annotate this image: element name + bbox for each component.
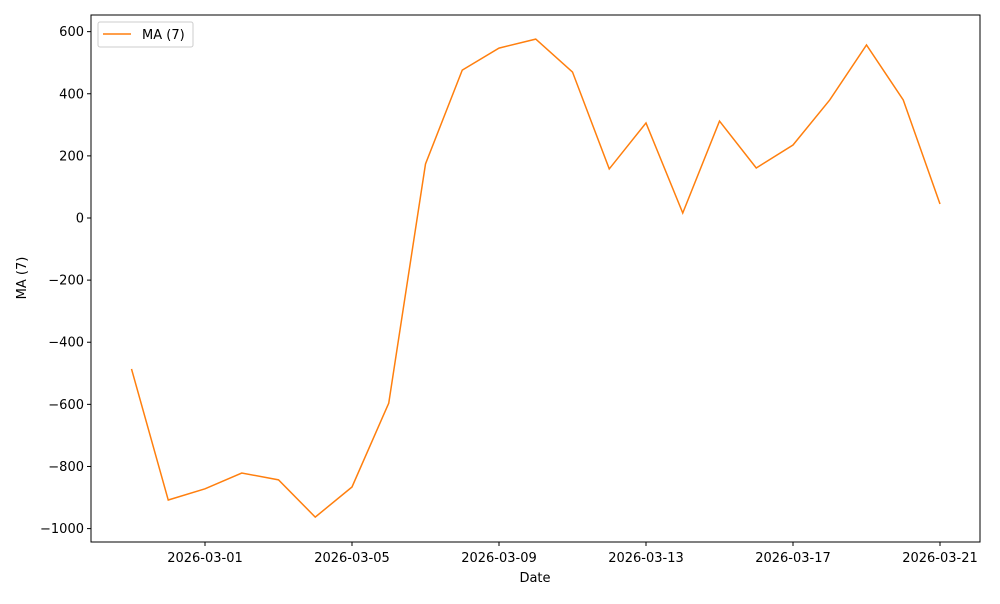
legend-label: MA (7) xyxy=(142,28,185,43)
plot-area xyxy=(91,15,980,542)
x-axis-label: Date xyxy=(519,571,550,586)
y-tick-label: −1000 xyxy=(40,522,84,537)
y-tick-label: 200 xyxy=(59,149,84,164)
y-tick-label: −800 xyxy=(48,460,84,475)
y-tick-label: −600 xyxy=(48,398,84,413)
y-axis-label: MA (7) xyxy=(15,257,30,300)
x-tick-label: 2026-03-21 xyxy=(902,551,978,566)
y-tick-label: 600 xyxy=(59,25,84,40)
y-tick-label: −400 xyxy=(48,336,84,351)
x-tick-label: 2026-03-17 xyxy=(755,551,831,566)
x-tick-label: 2026-03-13 xyxy=(608,551,684,566)
legend: MA (7) xyxy=(98,22,193,47)
y-tick-label: −200 xyxy=(48,274,84,289)
x-tick-label: 2026-03-09 xyxy=(461,551,537,566)
y-tick-label: 400 xyxy=(59,87,84,102)
x-tick-label: 2026-03-05 xyxy=(314,551,390,566)
x-tick-label: 2026-03-01 xyxy=(167,551,243,566)
y-tick-label: 0 xyxy=(76,212,84,227)
